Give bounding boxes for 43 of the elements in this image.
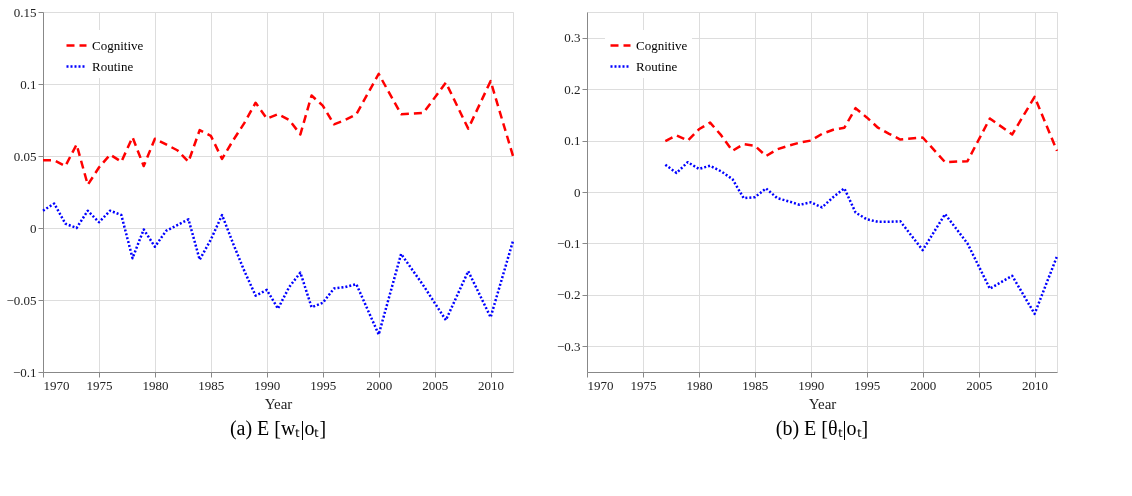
x-tick-label: 1980 — [686, 377, 713, 393]
x-tick-label: 1990 — [798, 377, 825, 393]
legend-label: Routine — [92, 58, 134, 74]
y-tick-label: −0.3 — [556, 338, 581, 354]
x-tick-label: 1975 — [630, 377, 657, 393]
x-tick-label: 2005 — [422, 377, 449, 393]
y-tick-label: −0.1 — [12, 364, 37, 380]
text: (a) E [wₜ|oₜ] — [229, 417, 327, 440]
line-series — [664, 160, 1059, 316]
y-tick-label: 0.3 — [564, 30, 581, 46]
x-tick-label: 2000 — [910, 377, 937, 393]
x-tick-label: 1975 — [86, 377, 113, 393]
y-tick-label: 0.05 — [13, 148, 37, 164]
y-tick-label: −0.05 — [6, 292, 37, 308]
x-tick-label: 1995 — [310, 377, 337, 393]
line-series — [664, 95, 1059, 164]
x-tick-label: 2010 — [478, 377, 505, 393]
line-series — [41, 202, 515, 336]
y-tick-label: 0 — [30, 220, 37, 236]
x-tick-label: 1970 — [587, 377, 614, 393]
legend-label: Cognitive — [92, 37, 144, 53]
legend-label: Routine — [636, 58, 678, 74]
x-tick-label: 1970 — [43, 377, 70, 393]
x-axis-title: Year — [264, 395, 293, 412]
y-tick-label: −0.2 — [556, 287, 581, 303]
x-tick-label: 1995 — [854, 377, 881, 393]
y-tick-label: 0.1 — [20, 76, 37, 92]
x-tick-label: 1985 — [198, 377, 225, 393]
line-series — [41, 72, 515, 187]
y-tick-label: 0 — [574, 184, 581, 200]
y-tick-label: 0.2 — [564, 81, 581, 97]
x-tick-label: 2010 — [1022, 377, 1049, 393]
x-tick-label: 1980 — [142, 377, 169, 393]
legend-label: Cognitive — [636, 37, 688, 53]
y-tick-label: −0.1 — [556, 235, 581, 251]
x-tick-label: 2005 — [966, 377, 993, 393]
text: (b) E [θₜ|oₜ] — [775, 417, 869, 440]
x-tick-label: 1990 — [254, 377, 281, 393]
x-axis-title: Year — [808, 395, 837, 412]
y-tick-label: 0.15 — [13, 4, 37, 20]
x-tick-label: 1985 — [742, 377, 769, 393]
y-tick-label: 0.1 — [564, 133, 581, 149]
x-tick-label: 2000 — [366, 377, 393, 393]
